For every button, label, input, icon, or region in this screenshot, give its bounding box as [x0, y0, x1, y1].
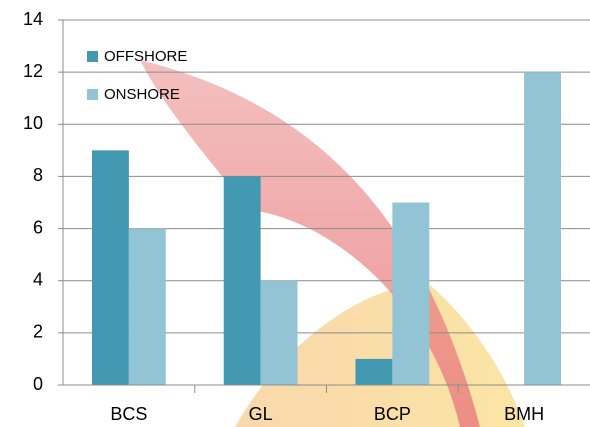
- y-tick-label: 10: [23, 113, 43, 133]
- x-tick-label: GL: [249, 404, 273, 424]
- bar: [524, 72, 562, 386]
- red-swoosh: [140, 60, 480, 427]
- legend: OFFSHORE ONSHORE: [87, 48, 187, 103]
- bar: [260, 280, 298, 385]
- x-tick-label: BMH: [504, 404, 544, 424]
- bar: [355, 358, 393, 385]
- legend-label: ONSHORE: [104, 86, 180, 103]
- y-tick-label: 2: [33, 322, 43, 342]
- legend-swatch: [87, 89, 98, 100]
- axes: 0 2 4 6 8 10 12 14 BCS GL BCP BMH: [23, 9, 590, 424]
- bar: [392, 202, 430, 385]
- y-tick-label: 4: [33, 269, 43, 289]
- y-tick-label: 8: [33, 165, 43, 185]
- legend-swatch: [87, 51, 98, 62]
- bar: [128, 228, 166, 385]
- bar: [223, 176, 261, 385]
- legend-label: OFFSHORE: [104, 48, 187, 65]
- background-decoration: [140, 60, 525, 427]
- x-tick-label: BCP: [374, 404, 411, 424]
- x-tick-label: BCS: [110, 404, 147, 424]
- y-tick-label: 12: [23, 61, 43, 81]
- y-tick-label: 0: [33, 374, 43, 394]
- y-tick-label: 14: [23, 9, 43, 29]
- bar: [91, 150, 129, 385]
- y-tick-label: 6: [33, 217, 43, 237]
- bars: [91, 72, 562, 386]
